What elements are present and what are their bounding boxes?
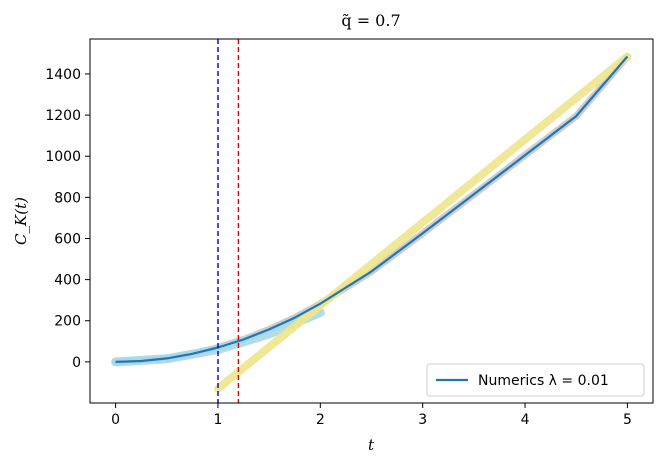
y-tick-label: 600 bbox=[54, 231, 81, 247]
y-tick-label: 1200 bbox=[45, 108, 81, 124]
y-tick-label: 800 bbox=[54, 190, 81, 206]
vline-layer bbox=[217, 39, 240, 403]
x-tick-label: 1 bbox=[213, 412, 222, 428]
y-axis-ticks: 0 200 400 600 800 1000 1200 1400 bbox=[45, 67, 90, 371]
legend-label: Numerics λ = 0.01 bbox=[478, 373, 609, 389]
x-tick-label: 3 bbox=[418, 412, 427, 428]
y-tick-label: 1000 bbox=[45, 149, 81, 165]
overlay-band-2 bbox=[214, 52, 632, 393]
series-line-0 bbox=[115, 55, 629, 363]
legend-box bbox=[426, 363, 645, 397]
chart-title: q̃ = 0.7 bbox=[341, 11, 400, 30]
plot-frame bbox=[89, 38, 654, 404]
y-tick-label: 400 bbox=[54, 273, 81, 289]
x-tick-label: 0 bbox=[111, 412, 120, 428]
x-axis-ticks: 0 1 2 3 4 5 bbox=[111, 403, 632, 428]
y-tick-label: 1400 bbox=[45, 67, 81, 83]
series-layer bbox=[115, 55, 629, 363]
legend: Numerics λ = 0.01 bbox=[426, 363, 645, 397]
x-tick-label: 2 bbox=[316, 412, 325, 428]
x-tick-label: 4 bbox=[521, 412, 530, 428]
x-axis-label: t bbox=[368, 436, 375, 454]
y-tick-label: 200 bbox=[54, 314, 81, 330]
x-tick-label: 5 bbox=[623, 412, 632, 428]
y-tick-label: 0 bbox=[72, 355, 81, 371]
y-axis-label: C_K(t) bbox=[12, 197, 30, 245]
